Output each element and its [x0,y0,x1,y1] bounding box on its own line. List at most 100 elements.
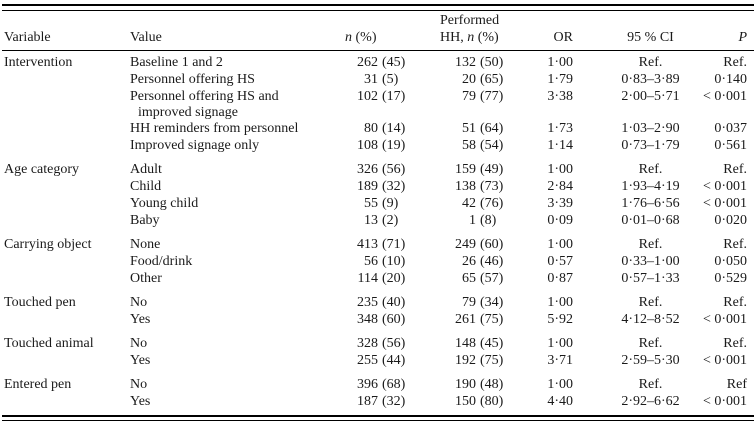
n-cell: 108 (19) [337,137,417,154]
n-count: 55 [364,196,378,211]
ci-cell: Ref. [638,55,663,70]
variable-cell: Touched animal [4,336,94,351]
p-cell: 0·529 [714,271,747,286]
ci-cell: 2·92–6·62 [621,394,680,409]
n-count: 328 [357,336,378,351]
n-cell: 31 (5) [337,71,417,88]
value-line: Young child [130,196,199,211]
hh-percent: (48) [480,377,504,392]
table-row: Intervention Baseline 1 and 2 262 (45) 132 (5… [0,50,756,71]
table-row: Yes 348 (60) 261 (75) 5·92 4·12–8·52 < 0·001 [0,311,756,328]
variable-cell [0,253,125,270]
value-line: HH reminders from personnel [130,121,299,136]
n-percent: (20) [382,271,406,286]
variable-cell [0,88,125,120]
n-count: 31 [364,72,378,87]
table-row: HH reminders from personnel 80 (14) 51 (64) 1… [0,120,756,137]
ci-cell: 0·33–1·00 [621,254,680,269]
header-hh-suffix: (%) [474,30,499,45]
hh-count: 42 [462,196,476,211]
value-cell: Child [125,178,337,195]
n-count: 189 [357,179,378,194]
performed-hh-cell: 190 (48) [417,369,521,393]
ci-cell: Ref. [638,336,663,351]
header-performed-line: Performed [440,13,500,28]
p-cell: < 0·001 [702,179,747,194]
value-line: Child [130,179,162,194]
top-rule-inner [2,10,754,11]
header-or: OR [553,30,573,45]
hh-count: 1 [469,213,476,228]
or-cell: 3·39 [547,196,573,211]
n-cell: 413 (71) [337,229,417,253]
p-cell: 0·140 [714,72,747,87]
ci-cell: 2·00–5·71 [621,89,680,104]
n-percent: (40) [382,295,406,310]
table-row: Yes 255 (44) 192 (75) 3·71 2·59–5·30 < 0·001 [0,352,756,369]
or-cell: 3·38 [547,89,573,104]
header-n-pct: n (%) [337,0,417,50]
performed-hh-cell: 261 (75) [417,311,521,328]
n-percent: (19) [382,138,406,153]
header-value: Value [130,30,162,45]
variable-cell [0,212,125,229]
or-cell: 0·09 [547,213,573,228]
variable-cell [0,352,125,369]
header-n-rest: (%) [352,30,377,45]
value-line: Personnel offering HS and [130,89,279,104]
value-line: None [130,237,161,252]
n-cell: 326 (56) [337,154,417,178]
n-cell: 262 (45) [337,50,417,71]
or-cell: 1·00 [547,377,573,392]
performed-hh-cell: 1 (8) [417,212,521,229]
table-row: Child 189 (32) 138 (73) 2·84 1·93–4·19 < 0·001 [0,178,756,195]
n-cell: 328 (56) [337,328,417,352]
variable-cell: Carrying object [4,237,92,252]
n-percent: (9) [382,196,399,211]
hh-percent: (50) [480,55,504,70]
n-percent: (68) [382,377,406,392]
hh-count: 79 [462,295,476,310]
or-cell: 1·14 [547,138,573,153]
n-cell: 114 (20) [337,270,417,287]
n-percent: (14) [382,121,406,136]
or-cell: 4·40 [547,394,573,409]
hh-percent: (65) [480,72,504,87]
n-cell: 235 (40) [337,287,417,311]
table-row: Touched animal No 328 (56) 148 (45) 1·00 Ref. Re… [0,328,756,352]
n-count: 80 [364,121,378,136]
performed-hh-cell: 132 (50) [417,50,521,71]
n-percent: (32) [382,179,406,194]
value-cell: Improved signage only [125,137,337,154]
header-hh-prefix: HH, [440,30,468,45]
value-line: Baby [130,213,160,228]
n-percent: (2) [382,213,399,228]
hh-percent: (80) [480,394,504,409]
variable-cell [0,71,125,88]
value-cell: No [125,369,337,393]
performed-hh-cell: 150 (80) [417,393,521,410]
table-row: Carrying object None 413 (71) 249 (60) 1·00 Ref… [0,229,756,253]
hh-percent: (73) [480,179,504,194]
p-cell: Ref. [723,237,747,252]
or-cell: 1·00 [547,55,573,70]
hh-percent: (75) [480,312,504,327]
table-row: Yes 187 (32) 150 (80) 4·40 2·92–6·62 < 0·001 [0,393,756,410]
p-cell: Ref. [723,295,747,310]
header-variable: Variable [4,30,51,45]
n-count: 235 [357,295,378,310]
hh-count: 58 [462,138,476,153]
hh-percent: (54) [480,138,504,153]
hh-count: 138 [455,179,476,194]
ci-cell: Ref. [638,295,663,310]
value-cell: Food/drink [125,253,337,270]
performed-hh-cell: 249 (60) [417,229,521,253]
hh-count: 190 [455,377,476,392]
p-cell: 0·037 [714,121,747,136]
header-hh-line: HH, n (%) [440,29,520,46]
variable-cell [0,270,125,287]
p-cell: Ref. [723,162,747,177]
or-cell: 1·73 [547,121,573,136]
n-cell: 348 (60) [337,311,417,328]
or-cell: 0·87 [547,271,573,286]
